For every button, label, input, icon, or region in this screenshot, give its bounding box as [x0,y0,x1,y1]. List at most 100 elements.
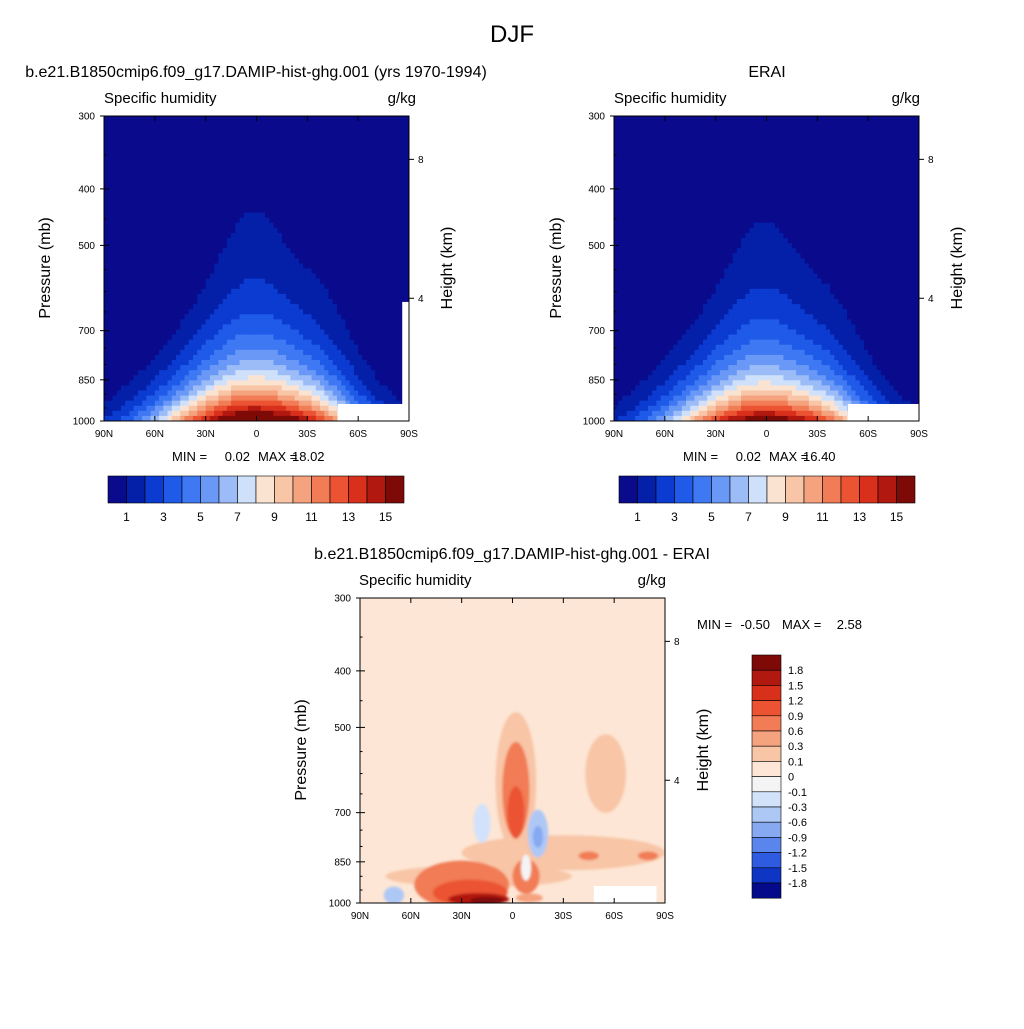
contour-cell [299,223,304,229]
contour-cell [329,233,334,239]
contour-cell [172,192,177,198]
contour-cell [809,147,814,153]
contour-cell [329,253,334,259]
contour-cell [172,233,177,239]
contour-cell [214,406,219,412]
contour-cell [180,167,185,173]
contour-cell [235,218,240,224]
contour-cell [261,208,266,214]
contour-cell [155,411,160,417]
contour-cell [303,289,308,295]
contour-cell [354,355,359,361]
contour-cell [184,274,189,280]
contour-cell [104,279,109,285]
contour-cell [112,177,117,183]
contour-cell [252,131,257,137]
contour-cell [775,141,780,147]
contour-cell [362,360,367,366]
contour-cell [244,365,249,371]
contour-cell [117,340,122,346]
contour-cell [265,157,270,163]
contour-cell [286,319,291,325]
contour-cell [206,279,211,285]
contour-cell [652,131,657,137]
contour-cell [206,299,211,305]
contour-cell [163,167,168,173]
contour-cell [367,136,372,142]
contour-cell [362,350,367,356]
contour-cell [261,223,266,229]
contour-cell [172,263,177,269]
contour-cell [367,177,372,183]
contour-cell [142,411,147,417]
contour-cell [779,126,784,132]
contour-cell [354,126,359,132]
contour-cell [223,253,228,259]
contour-cell [206,411,211,417]
contour-cell [176,202,181,208]
contour-cell [223,304,228,310]
contour-cell [396,121,401,127]
contour-cell [783,147,788,153]
contour-cell [151,299,156,305]
contour-cell [622,126,627,132]
contour-cell [367,385,372,391]
contour-cell [299,406,304,412]
contour-cell [134,370,139,376]
contour-cell [333,192,338,198]
contour-cell [112,294,117,300]
contour-cell [159,162,164,168]
contour-cell [201,406,206,412]
contour-cell [184,192,189,198]
contour-cell [223,360,228,366]
contour-cell [257,375,262,381]
contour-cell [396,345,401,351]
contour-cell [257,350,262,356]
contour-cell [273,172,278,178]
contour-cell [303,279,308,285]
contour-cell [125,157,130,163]
contour-cell [396,116,401,122]
contour-cell [792,121,797,127]
contour-cell [906,152,911,158]
contour-cell [864,131,869,137]
contour-cell [261,284,266,290]
contour-cell [184,213,189,219]
contour-cell [223,121,228,127]
contour-cell [210,340,215,346]
contour-cell [384,274,389,280]
contour-cell [240,248,245,254]
contour-cell [282,304,287,310]
contour-cell [362,380,367,386]
contour-cell [295,202,300,208]
contour-cell [257,187,262,193]
contour-cell [138,223,143,229]
contour-cell [324,162,329,168]
contour-cell [108,335,113,341]
contour-cell [172,355,177,361]
contour-cell [176,294,181,300]
contour-cell [231,228,236,234]
contour-cell [112,304,117,310]
contour-cell [329,365,334,371]
contour-cell [218,162,223,168]
contour-cell [379,360,384,366]
contour-cell [388,345,393,351]
contour-cell [129,411,134,417]
contour-cell [345,228,350,234]
contour-cell [252,233,257,239]
contour-cell [193,411,198,417]
contour-cell [345,233,350,239]
contour-cell [316,152,321,158]
contour-cell [257,208,262,214]
contour-cell [176,182,181,188]
contour-cell [176,330,181,336]
contour-cell [303,319,308,325]
contour-cell [809,141,814,147]
contour-cell [214,116,219,122]
contour-cell [176,258,181,264]
contour-cell [278,177,283,183]
contour-cell [303,208,308,214]
contour-cell [180,350,185,356]
contour-cell [286,233,291,239]
